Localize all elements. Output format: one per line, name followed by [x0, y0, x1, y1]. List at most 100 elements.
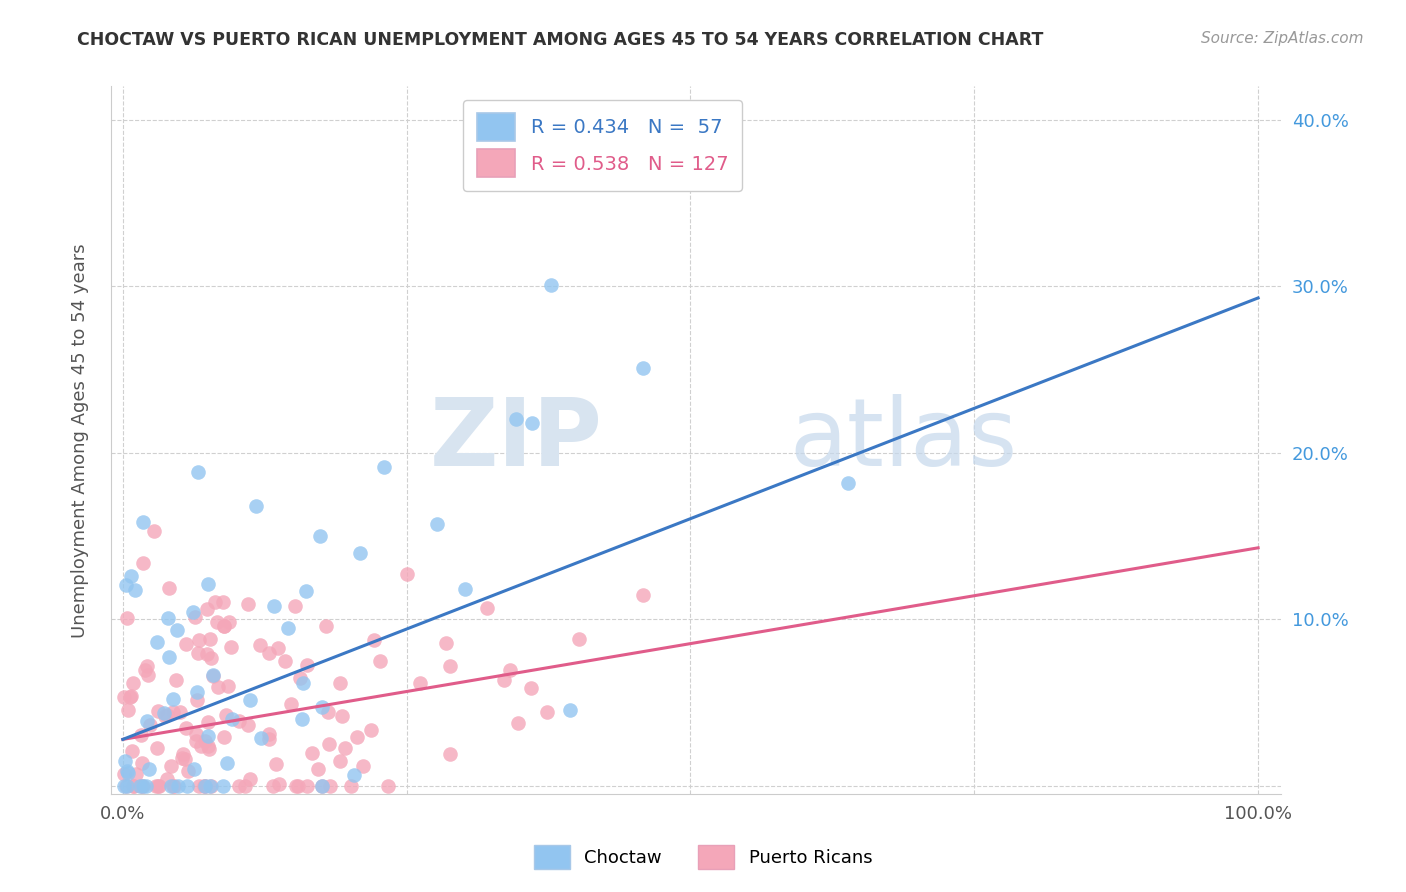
Point	[426, 517, 449, 532]
Point	[239, 772, 262, 786]
Point	[477, 601, 499, 615]
Point	[115, 764, 138, 778]
Point	[183, 762, 205, 776]
Point	[291, 712, 314, 726]
Point	[277, 622, 299, 636]
Point	[121, 675, 143, 690]
Point	[194, 779, 217, 793]
Point	[195, 647, 218, 661]
Point	[166, 623, 188, 637]
Point	[132, 779, 155, 793]
Point	[560, 703, 582, 717]
Point	[373, 459, 395, 474]
Point	[195, 602, 218, 616]
Point	[239, 693, 262, 707]
Point	[153, 706, 176, 720]
Point	[287, 779, 309, 793]
Point	[187, 647, 209, 661]
Point	[155, 708, 177, 723]
Point	[131, 779, 153, 793]
Point	[146, 741, 169, 756]
Point	[301, 747, 323, 761]
Point	[145, 779, 167, 793]
Point	[200, 779, 222, 793]
Point	[173, 751, 195, 765]
Point	[184, 727, 207, 741]
Point	[181, 605, 204, 619]
Point	[311, 779, 333, 793]
Point	[212, 619, 235, 633]
Point	[308, 528, 330, 542]
Point	[205, 615, 228, 629]
Point	[329, 675, 352, 690]
Point	[269, 777, 291, 791]
Text: atlas: atlas	[790, 394, 1018, 486]
Point	[136, 658, 159, 673]
Point	[454, 582, 477, 596]
Point	[568, 632, 591, 646]
Point	[837, 475, 859, 490]
Point	[163, 779, 186, 793]
Point	[259, 727, 281, 741]
Point	[122, 779, 145, 793]
Point	[172, 750, 194, 764]
Point	[264, 756, 287, 771]
Point	[117, 779, 139, 793]
Point	[162, 705, 184, 719]
Point	[176, 779, 198, 793]
Point	[184, 610, 207, 624]
Point	[218, 615, 240, 629]
Point	[172, 747, 194, 761]
Point	[319, 779, 342, 793]
Point	[311, 699, 333, 714]
Point	[162, 779, 184, 793]
Text: CHOCTAW VS PUERTO RICAN UNEMPLOYMENT AMONG AGES 45 TO 54 YEARS CORRELATION CHART: CHOCTAW VS PUERTO RICAN UNEMPLOYMENT AMO…	[77, 31, 1043, 49]
Point	[167, 779, 190, 793]
Point	[114, 578, 136, 592]
Point	[395, 566, 418, 581]
Point	[215, 708, 238, 723]
Point	[156, 772, 179, 787]
Point	[134, 663, 156, 677]
Point	[193, 779, 215, 793]
Point	[311, 779, 333, 793]
Point	[307, 762, 329, 776]
Text: Source: ZipAtlas.com: Source: ZipAtlas.com	[1201, 31, 1364, 46]
Point	[349, 546, 371, 560]
Y-axis label: Unemployment Among Ages 45 to 54 years: Unemployment Among Ages 45 to 54 years	[72, 243, 89, 638]
Point	[297, 779, 319, 793]
Point	[439, 747, 461, 762]
Point	[228, 714, 250, 728]
Point	[198, 632, 221, 647]
Point	[177, 764, 200, 778]
Point	[316, 706, 339, 720]
Point	[157, 611, 180, 625]
Point	[184, 734, 207, 748]
Point	[132, 556, 155, 570]
Point	[197, 715, 219, 730]
Point	[174, 637, 197, 651]
Point	[494, 673, 516, 687]
Point	[217, 679, 239, 693]
Point	[540, 277, 562, 292]
Point	[280, 697, 302, 711]
Point	[333, 741, 356, 756]
Point	[506, 715, 529, 730]
Point	[360, 723, 382, 738]
Point	[148, 779, 170, 793]
Point	[295, 658, 318, 673]
Point	[536, 705, 558, 719]
Point	[135, 779, 157, 793]
Point	[124, 582, 146, 597]
Point	[291, 676, 314, 690]
Point	[138, 762, 160, 776]
Point	[115, 779, 138, 793]
Point	[148, 779, 170, 793]
Point	[631, 360, 654, 375]
Point	[120, 568, 142, 582]
Point	[284, 599, 307, 614]
Point	[156, 708, 179, 723]
Point	[340, 779, 363, 793]
Point	[233, 779, 256, 793]
Point	[520, 417, 543, 431]
